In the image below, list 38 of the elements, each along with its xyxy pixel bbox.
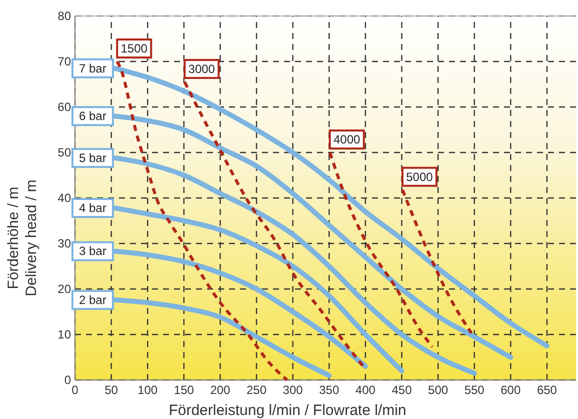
series-label: 3 bar (79, 244, 106, 258)
x-tick-label: 350 (319, 383, 340, 397)
y-tick-label: 50 (58, 146, 72, 160)
line-series (116, 60, 289, 382)
line-series (400, 188, 473, 335)
x-tick-label: 400 (355, 383, 376, 397)
series-label: 1500 (120, 42, 148, 56)
line-series (183, 80, 365, 368)
x-tick-label: 300 (282, 383, 304, 397)
series-label: 2 bar (79, 292, 106, 307)
x-tick-label: 250 (246, 383, 267, 397)
x-tick-label: 200 (210, 383, 231, 397)
y-tick-label: 80 (58, 9, 72, 23)
x-tick-label: 550 (464, 383, 485, 397)
x-tick-label: 150 (174, 383, 194, 397)
y-tick-label: 20 (58, 282, 72, 296)
series-label: 4000 (334, 132, 361, 146)
x-tick-label: 500 (428, 383, 448, 397)
series-label: 6 bar (79, 109, 106, 124)
x-tick-label: 100 (138, 383, 158, 397)
x-tick-label: 650 (536, 383, 558, 397)
series-label: 3000 (188, 62, 216, 76)
x-tick-label: 450 (392, 383, 412, 397)
y-tick-label: 10 (58, 328, 72, 342)
y-tick-label: 60 (58, 100, 72, 114)
x-tick-label: 50 (104, 383, 118, 397)
series-label: 5000 (406, 170, 434, 184)
y-tick-label: 70 (58, 54, 72, 68)
x-tick-label: 600 (500, 383, 521, 397)
x-axis-title: Förderleistung l/min / Flowrate l/min (168, 402, 406, 419)
y-tick-label: 0 (64, 373, 72, 387)
series-label: 4 bar (79, 201, 106, 216)
y-tick-label: 30 (58, 236, 72, 250)
y-tick-label: 40 (58, 191, 72, 205)
series-label: 7 bar (79, 61, 106, 76)
y-axis-title: Förderhöhe / m Delivery head / m (5, 180, 40, 296)
series-label: 5 bar (79, 150, 106, 165)
line-series (328, 151, 434, 348)
